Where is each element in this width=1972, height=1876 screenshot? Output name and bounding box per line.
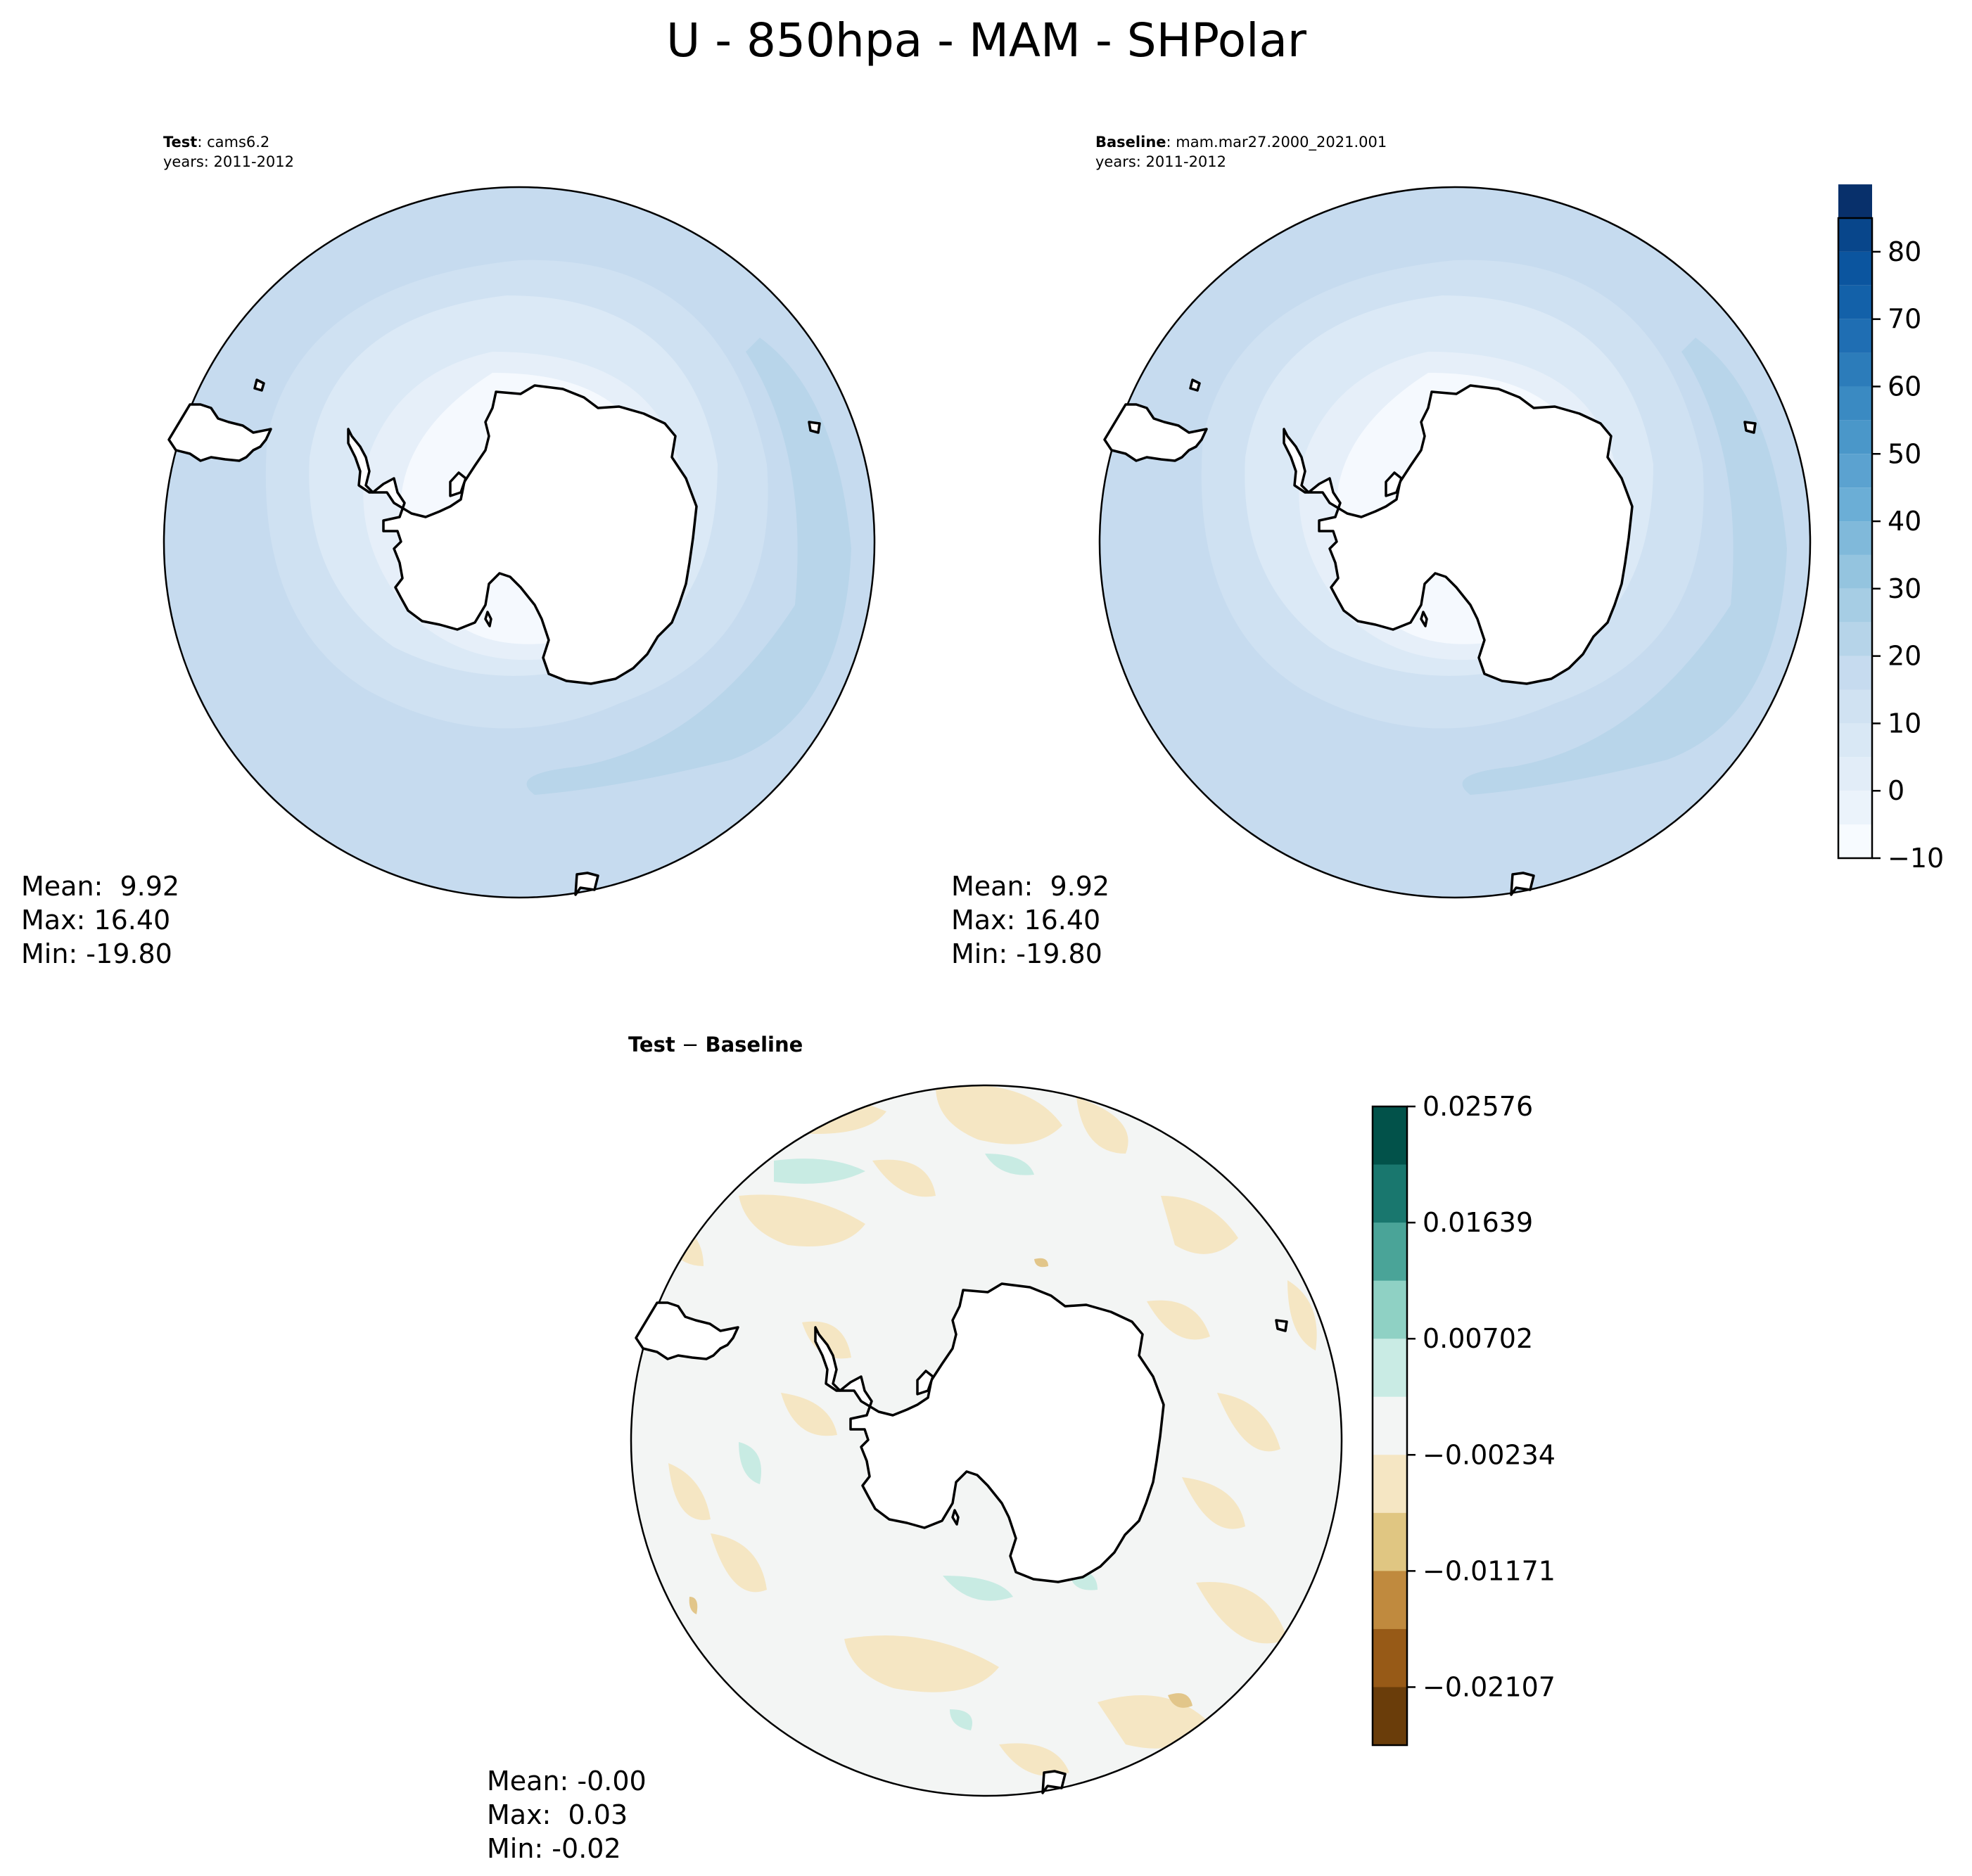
panel-test-boundary <box>163 186 876 899</box>
panel-test-label: Test: cams6.2 <box>163 134 269 151</box>
panel-baseline-stat-min: Min: -19.80 <box>951 938 1102 969</box>
panel-test-coastline <box>167 378 821 896</box>
panel-test-stat-mean: Mean: 9.92 <box>21 871 179 902</box>
panel-diff-label: Test − Baseline <box>628 1033 803 1057</box>
shared-colorbar-level <box>1838 420 1872 454</box>
diff-colorbar-tick-label: −0.00234 <box>1423 1439 1556 1470</box>
shared-colorbar-level <box>1838 352 1872 387</box>
shared-colorbar-level <box>1838 251 1872 286</box>
shared-colorbar-tick-label: 10 <box>1888 708 1921 739</box>
diff-colorbar-level <box>1373 1571 1407 1630</box>
diff-colorbar-blocks <box>1373 1106 1407 1746</box>
panel-test-stat-min: Min: -19.80 <box>21 938 172 969</box>
shared-colorbar-tick-label: 70 <box>1888 304 1921 335</box>
diff-colorbar-level <box>1373 1280 1407 1339</box>
diff-colorbar-level <box>1373 1223 1407 1282</box>
diff-colorbar-tick-label: −0.02107 <box>1423 1671 1556 1702</box>
diff-colorbar-tick-label: 0.02576 <box>1423 1091 1533 1122</box>
panel-diff: Test − Baseline <box>487 1033 1343 1864</box>
shared-colorbar-tick-label: 0 <box>1888 775 1904 806</box>
diff-colorbar-level <box>1373 1455 1407 1514</box>
shared-colorbar-frame <box>1837 217 1874 860</box>
shared-colorbar-ticks: 80 70 60 50 40 30 20 10 0 −10 <box>1872 236 1944 874</box>
shared-colorbar-tick-label: 80 <box>1888 236 1921 267</box>
shared-colorbar-level <box>1838 285 1872 319</box>
shared-colorbar-level <box>1838 689 1872 724</box>
diff-colorbar-level <box>1373 1687 1407 1746</box>
shared-colorbar-tick-label: 20 <box>1888 641 1921 672</box>
shared-colorbar-tick-label: 60 <box>1888 371 1921 402</box>
diff-colorbar-level <box>1373 1396 1407 1455</box>
diff-colorbar-tick-label: 0.01639 <box>1423 1207 1533 1238</box>
panel-baseline-stat-mean: Mean: 9.92 <box>951 871 1109 902</box>
panel-test-stat-max: Max: 16.40 <box>21 905 170 936</box>
shared-colorbar-level <box>1838 454 1872 488</box>
diff-colorbar-level <box>1373 1339 1407 1398</box>
figure-title: U - 850hpa - MAM - SHPolar <box>666 13 1307 68</box>
panel-baseline: Baseline: mam.mar27.2000_2021.001 years:… <box>951 134 1812 969</box>
panel-diff-boundary <box>630 1084 1343 1797</box>
diff-colorbar-level <box>1373 1512 1407 1571</box>
shared-colorbar-level <box>1838 656 1872 690</box>
shared-colorbar-level <box>1838 588 1872 623</box>
panel-diff-stat-max: Max: 0.03 <box>487 1799 628 1830</box>
shared-colorbar-level <box>1838 521 1872 555</box>
diff-colorbar-level <box>1373 1164 1407 1223</box>
diff-colorbar: 0.02576 0.01639 0.00702 −0.00234 −0.01171 −0.… <box>1371 1091 1556 1747</box>
diff-colorbar-tick-label: 0.00702 <box>1423 1323 1533 1354</box>
shared-colorbar: 80 70 60 50 40 30 20 10 0 −10 <box>1837 184 1944 874</box>
diff-colorbar-ticks: 0.02576 0.01639 0.00702 −0.00234 −0.01171 −0.… <box>1407 1091 1556 1702</box>
shared-colorbar-level <box>1838 824 1872 858</box>
shared-colorbar-tick-label: 40 <box>1888 506 1921 537</box>
diff-colorbar-tick-label: −0.01171 <box>1423 1555 1556 1586</box>
diff-colorbar-level <box>1373 1106 1407 1166</box>
shared-colorbar-level <box>1838 386 1872 421</box>
panel-baseline-boundary <box>1098 186 1812 899</box>
shared-colorbar-tick-label: 50 <box>1888 438 1921 469</box>
panel-diff-stat-min: Min: -0.02 <box>487 1833 621 1864</box>
shared-colorbar-level <box>1838 757 1872 791</box>
shared-colorbar-level <box>1838 723 1872 758</box>
panel-diff-stat-mean: Mean: -0.00 <box>487 1766 647 1797</box>
panel-test-years: years: 2011-2012 <box>163 153 294 170</box>
panel-baseline-coastline <box>1103 378 1757 896</box>
shared-colorbar-level <box>1838 184 1872 218</box>
shared-colorbar-level <box>1838 218 1872 252</box>
diff-colorbar-frame <box>1371 1105 1408 1747</box>
shared-colorbar-level <box>1838 554 1872 589</box>
panel-baseline-years: years: 2011-2012 <box>1095 153 1226 170</box>
shared-colorbar-level <box>1838 622 1872 656</box>
panel-diff-coastline <box>635 1282 1288 1794</box>
panel-baseline-label: Baseline: mam.mar27.2000_2021.001 <box>1095 134 1387 151</box>
shared-colorbar-level <box>1838 791 1872 825</box>
shared-colorbar-tick-label: −10 <box>1888 843 1944 874</box>
shared-colorbar-tick-label: 30 <box>1888 573 1921 604</box>
shared-colorbar-level <box>1838 487 1872 522</box>
panel-test: Test: cams6.2 years: 2011-2012 Mean: 9.9… <box>21 134 876 969</box>
diff-colorbar-level <box>1373 1628 1407 1687</box>
panel-baseline-stat-max: Max: 16.40 <box>951 905 1100 936</box>
shared-colorbar-level <box>1838 319 1872 353</box>
shared-colorbar-blocks <box>1838 184 1872 858</box>
